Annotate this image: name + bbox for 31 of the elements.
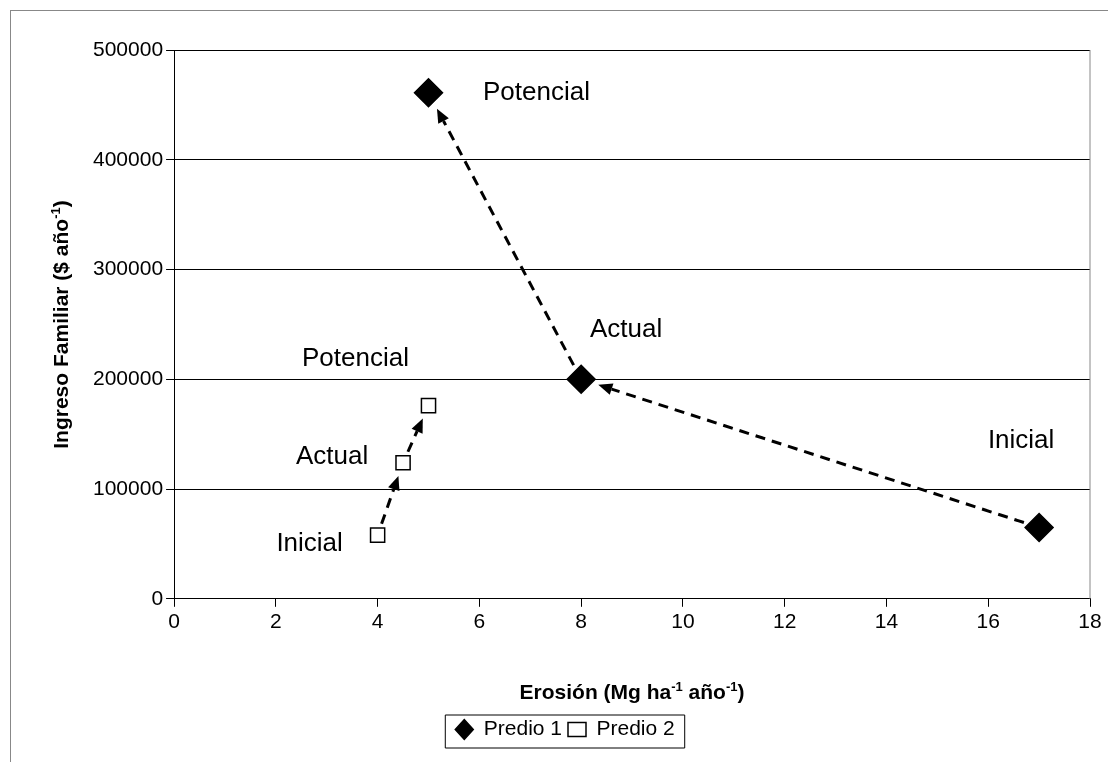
x-tick-label: 14	[874, 609, 899, 633]
legend-label: Predio 2	[596, 716, 675, 740]
x-tick-label: 12	[773, 609, 797, 633]
annotation: Potencial	[483, 75, 590, 106]
x-tick-label: 4	[371, 609, 384, 633]
y-tick-label: 300000	[93, 256, 164, 280]
y-tick-label: 400000	[93, 146, 164, 170]
x-tick-label: 6	[473, 609, 486, 633]
x-tick-label: 0	[168, 609, 180, 633]
annotation: Potencial	[302, 341, 409, 372]
annotation: Actual	[590, 313, 663, 344]
x-tick-label: 8	[575, 609, 587, 633]
x-axis-title: Erosión (Mg ha$^{-1}$ año$^{-1}$)	[519, 678, 745, 704]
legend-label: Predio 1	[483, 716, 562, 740]
annotation: Inicial	[987, 423, 1055, 454]
x-tick-label: 16	[976, 609, 1000, 633]
x-tick-label: 18	[1078, 609, 1102, 633]
point	[566, 364, 596, 395]
point	[369, 527, 386, 543]
y-tick-label: 0	[151, 585, 164, 609]
x-tick-label: 10	[671, 609, 695, 633]
point	[395, 454, 411, 471]
point	[1024, 512, 1054, 543]
annotation: Inicial	[276, 527, 343, 558]
point	[413, 78, 444, 108]
x-tick-label: 2	[270, 609, 282, 633]
y-tick-label: 500000	[93, 36, 164, 60]
y-tick-label: 200000	[93, 366, 164, 390]
annotation: Actual	[295, 439, 369, 470]
y-tick-label: 100000	[93, 475, 164, 499]
point	[420, 397, 437, 414]
